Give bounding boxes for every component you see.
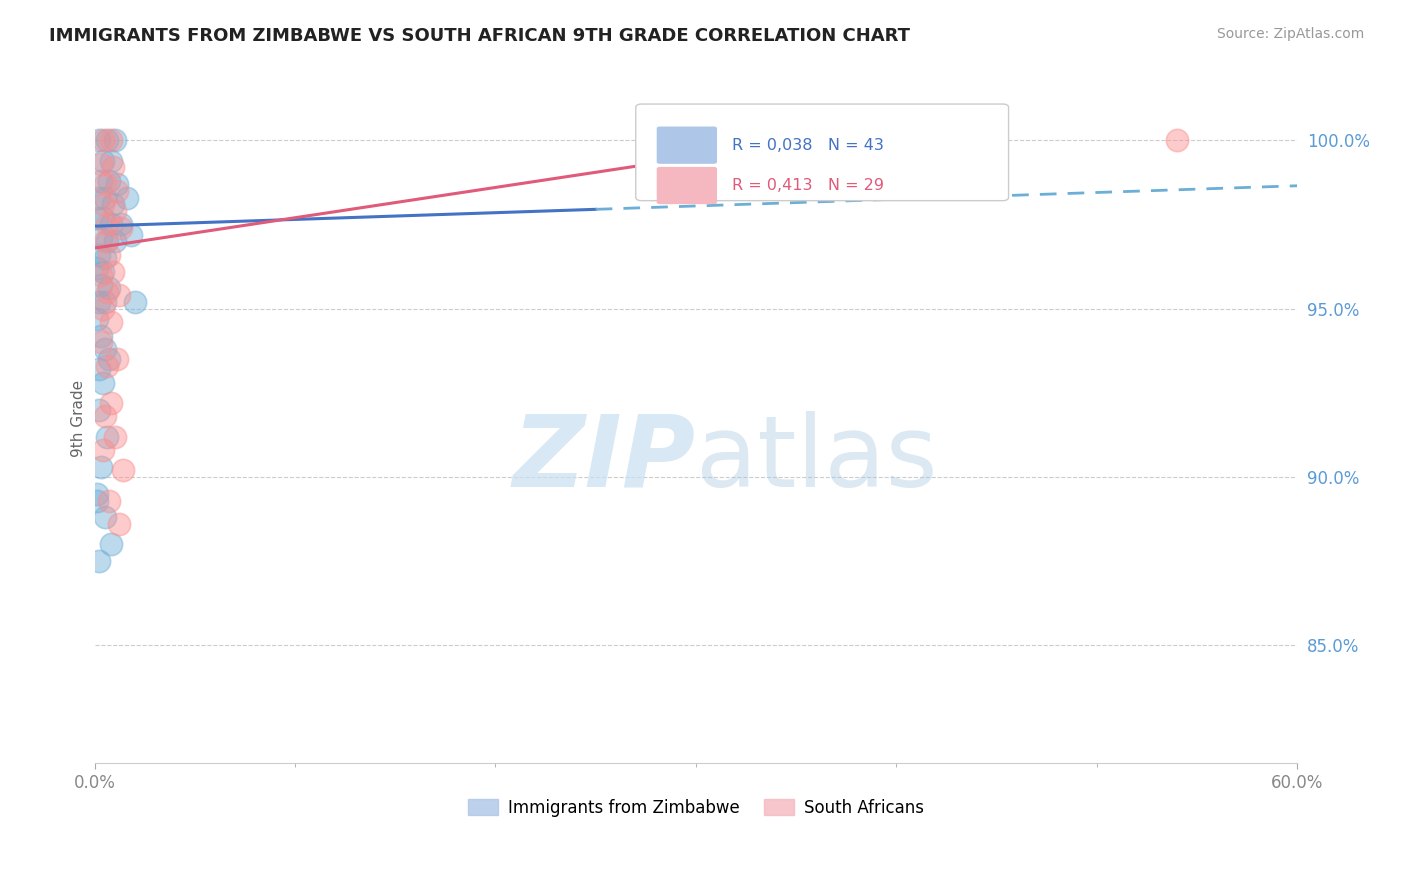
Point xyxy=(104,429,127,443)
Point xyxy=(86,311,108,326)
Point xyxy=(96,285,118,299)
Point xyxy=(93,235,115,249)
Point xyxy=(90,174,112,188)
Point xyxy=(100,396,122,410)
Point xyxy=(97,493,120,508)
Point xyxy=(90,278,112,293)
Text: R = 0,413   N = 29: R = 0,413 N = 29 xyxy=(733,178,884,193)
Point xyxy=(86,261,108,276)
Point xyxy=(90,231,112,245)
FancyBboxPatch shape xyxy=(658,168,716,203)
Point xyxy=(96,218,118,232)
Point xyxy=(87,294,110,309)
Point xyxy=(96,429,118,443)
Point xyxy=(107,288,129,302)
Text: R = 0,038   N = 43: R = 0,038 N = 43 xyxy=(733,137,884,153)
Point xyxy=(90,328,112,343)
Point xyxy=(100,218,122,232)
Point xyxy=(91,264,114,278)
Point xyxy=(97,248,120,262)
Point xyxy=(91,301,114,316)
Point xyxy=(90,157,112,171)
Point xyxy=(1166,133,1188,147)
Point xyxy=(93,342,115,356)
Point xyxy=(90,268,112,282)
Point xyxy=(90,335,112,350)
Point xyxy=(110,218,132,232)
Point xyxy=(87,248,110,262)
Point xyxy=(100,153,122,168)
Point xyxy=(91,153,114,168)
Point xyxy=(97,281,120,295)
Point xyxy=(87,190,110,204)
Point xyxy=(101,160,124,174)
Point xyxy=(87,362,110,376)
Text: ZIP: ZIP xyxy=(513,411,696,508)
Point xyxy=(100,537,122,551)
Point xyxy=(91,133,114,147)
Point xyxy=(93,294,115,309)
Point xyxy=(104,204,127,219)
Point xyxy=(101,264,124,278)
Point xyxy=(96,235,118,249)
Point xyxy=(100,315,122,329)
Point xyxy=(97,352,120,367)
FancyBboxPatch shape xyxy=(636,104,1008,201)
Point xyxy=(86,487,108,501)
Point xyxy=(93,510,115,524)
Point xyxy=(105,352,128,367)
Y-axis label: 9th Grade: 9th Grade xyxy=(72,379,86,457)
Point xyxy=(96,133,118,147)
Point xyxy=(105,177,128,191)
Point xyxy=(120,227,142,242)
Point xyxy=(91,197,114,211)
Point xyxy=(115,190,138,204)
Point xyxy=(107,517,129,532)
Point xyxy=(87,133,110,147)
Point xyxy=(105,184,128,198)
Point xyxy=(101,197,124,211)
Point xyxy=(97,174,120,188)
Legend: Immigrants from Zimbabwe, South Africans: Immigrants from Zimbabwe, South Africans xyxy=(461,792,931,824)
Point xyxy=(87,402,110,417)
Point xyxy=(87,554,110,568)
Text: Source: ZipAtlas.com: Source: ZipAtlas.com xyxy=(1216,27,1364,41)
Text: IMMIGRANTS FROM ZIMBABWE VS SOUTH AFRICAN 9TH GRADE CORRELATION CHART: IMMIGRANTS FROM ZIMBABWE VS SOUTH AFRICA… xyxy=(49,27,910,45)
Point xyxy=(124,294,146,309)
Point xyxy=(100,133,122,147)
Point xyxy=(93,190,115,204)
Point xyxy=(111,463,134,477)
Point xyxy=(93,251,115,265)
Point xyxy=(91,376,114,390)
Point xyxy=(93,177,115,191)
Point xyxy=(91,211,114,225)
Point xyxy=(86,211,108,225)
Point xyxy=(90,459,112,474)
Point xyxy=(86,493,108,508)
Point xyxy=(104,133,127,147)
Point xyxy=(104,235,127,249)
Point xyxy=(110,220,132,235)
FancyBboxPatch shape xyxy=(658,128,716,163)
Point xyxy=(93,409,115,424)
Text: atlas: atlas xyxy=(696,411,938,508)
Point xyxy=(91,443,114,458)
Point xyxy=(96,359,118,373)
